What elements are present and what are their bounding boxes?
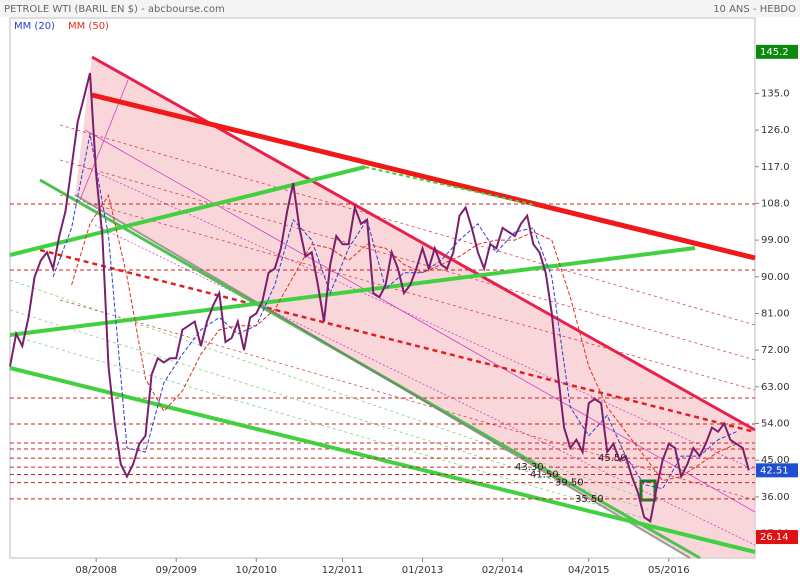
y-tick-label: 36.00 — [761, 492, 790, 503]
fan-line — [59, 194, 756, 391]
y-tick-label: 126.0 — [761, 125, 790, 136]
y-tick-label: 72.00 — [761, 345, 790, 356]
green-support — [9, 246, 696, 337]
y-tick-label: 117.0 — [761, 162, 790, 173]
level-label: 45.50 — [598, 453, 627, 464]
green-lower — [9, 366, 756, 554]
channel-lower — [74, 194, 691, 559]
green-trend — [9, 165, 366, 257]
chart-subtitle: 10 ANS - HEBDO — [713, 4, 796, 15]
y-tick-label: 99.00 — [761, 235, 790, 246]
x-tick-label: 09/2009 — [155, 565, 197, 576]
x-tick-label: 05/2016 — [648, 565, 690, 576]
y-tick-label: 45.00 — [761, 455, 790, 466]
y-tick-label: 135.0 — [761, 88, 790, 99]
level-label: 41.50 — [530, 469, 559, 480]
low-box — [639, 479, 657, 502]
green-fan-line — [9, 279, 651, 501]
chart-title: PETROLE WTI (BARIL EN $) - abcbourse.com — [4, 4, 225, 15]
x-tick-label: 04/2015 — [568, 565, 610, 576]
price-marker — [756, 463, 798, 478]
fan-lines — [59, 124, 756, 501]
price-marker-label: 145.2 — [760, 47, 789, 58]
channel-upper — [91, 55, 756, 432]
moving-average — [71, 194, 737, 482]
fan-line — [59, 299, 756, 501]
legend-mm20: MM (20) — [14, 21, 55, 32]
x-tick-label: 12/2011 — [322, 565, 364, 576]
y-tick-label: 63.00 — [761, 382, 790, 393]
x-tick-label: 08/2008 — [75, 565, 117, 576]
price-marker-label: 26.14 — [760, 532, 789, 543]
y-tick-label: 81.00 — [761, 308, 790, 319]
moving-average — [52, 134, 737, 490]
x-tick-label: 02/2014 — [482, 565, 524, 576]
price-marker-label: 42.51 — [760, 465, 789, 476]
level-label: 39.50 — [555, 478, 584, 489]
y-tick-label: 108.0 — [761, 198, 790, 209]
legend-mm50: MM (50) — [68, 21, 109, 32]
horizontal-levels — [10, 203, 755, 450]
magenta-line — [79, 164, 756, 471]
header-bar — [0, 0, 800, 17]
level-label: 43.30 — [515, 462, 544, 473]
price-marker — [756, 44, 798, 59]
price-marker — [756, 530, 798, 545]
y-tick-label: 90.00 — [761, 272, 790, 283]
green-trend-ext — [364, 166, 536, 206]
fan-line — [59, 124, 756, 326]
y-tick-label: 54.00 — [761, 419, 790, 430]
green-fan-line — [9, 309, 651, 511]
price-line — [9, 72, 750, 523]
magenta-line — [84, 129, 756, 513]
x-tick-label: 01/2013 — [402, 565, 444, 576]
x-tick-label: 10/2010 — [236, 565, 278, 576]
level-label: 35.50 — [575, 494, 604, 505]
green-fan — [9, 279, 651, 521]
mid-line — [39, 248, 756, 434]
resistance-line — [91, 92, 756, 261]
fan-line — [59, 159, 756, 361]
